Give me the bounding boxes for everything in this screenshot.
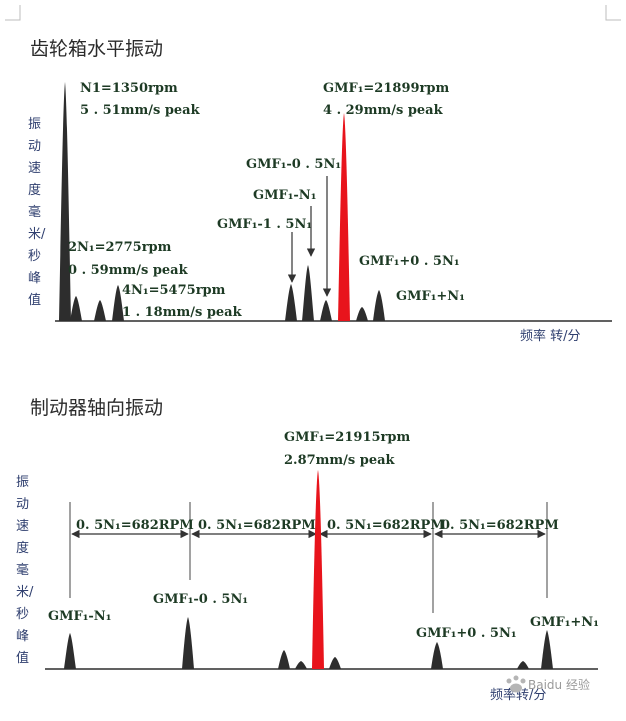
peak-n1 bbox=[59, 82, 71, 321]
peak-gmf bbox=[338, 113, 350, 321]
annotation-gmf-minus-15: GMF₁-1 . 5N₁ bbox=[217, 217, 312, 232]
peak-gmf-plus-1 bbox=[373, 290, 385, 321]
annotation-spacing-3: 0. 5N₁=682RPM bbox=[327, 518, 445, 533]
diagram1-annotations: N1=1350rpm 5 . 51mm/s peak GMF₁=21899rpm… bbox=[68, 81, 465, 320]
peak-small-b bbox=[295, 661, 307, 669]
ylabel-char: 米/ bbox=[28, 227, 46, 242]
ylabel-char: 峰 bbox=[28, 271, 41, 286]
diagram2-reference-lines bbox=[69, 502, 548, 613]
diagram2-annotations: GMF₁=21915rpm 2.87mm/s peak 0. 5N₁=682RP… bbox=[48, 430, 599, 641]
diagram2-title: 制动器轴向振动 bbox=[30, 397, 163, 419]
ylabel-char: 米/ bbox=[16, 585, 34, 600]
peak-gmf bbox=[312, 470, 324, 669]
ylabel-char: 毫 bbox=[16, 562, 29, 578]
peak-2n1 bbox=[70, 296, 82, 321]
baidu-watermark: Baidu 经验 bbox=[506, 675, 590, 693]
ylabel-char: 毫 bbox=[28, 204, 41, 220]
peak-gmf-minus-15 bbox=[285, 284, 297, 321]
annotation-4n1-amplitude: 1 . 18mm/s peak bbox=[122, 305, 243, 320]
ylabel-char: 值 bbox=[28, 292, 41, 308]
peak-gmf-plus-1 bbox=[541, 630, 553, 669]
annotation-spacing-1: 0. 5N₁=682RPM bbox=[76, 518, 194, 533]
peak-small-c bbox=[329, 657, 341, 669]
peak-small-d bbox=[517, 661, 529, 669]
annotation-gmf-minus-1: GMF₁-N₁ bbox=[253, 188, 316, 203]
annotation-gmf-amplitude: 2.87mm/s peak bbox=[284, 453, 396, 468]
diagram2-ylabel: 振 动 速 度 毫 米/ 秒 峰 值 bbox=[16, 475, 34, 666]
annotation-gmf-plus-05: GMF₁+0 . 5N₁ bbox=[416, 626, 517, 641]
annotation-gmf-minus-05: GMF₁-0 . 5N₁ bbox=[153, 592, 248, 607]
annotation-gmf-speed: GMF₁=21899rpm bbox=[323, 81, 449, 96]
annotation-gmf-minus-1: GMF₁-N₁ bbox=[48, 609, 111, 624]
diagram1-xlabel: 频率 转/分 bbox=[520, 328, 581, 344]
diagram2-peaks bbox=[64, 470, 553, 669]
ylabel-char: 度 bbox=[28, 182, 41, 198]
ylabel-char: 振 bbox=[16, 475, 29, 490]
ylabel-char: 秒 bbox=[16, 607, 29, 622]
annotation-spacing-4: 0. 5N₁=682RPM bbox=[441, 518, 559, 533]
ylabel-char: 秒 bbox=[28, 249, 41, 264]
diagram2-xlabel: 频率转/分 bbox=[490, 687, 546, 703]
annotation-4n1-speed: 4N₁=5475rpm bbox=[122, 283, 226, 298]
ylabel-char: 振 bbox=[28, 117, 41, 132]
peak-gmf-plus-05 bbox=[431, 642, 443, 669]
peak-gmf-plus-05 bbox=[356, 307, 368, 321]
watermark-text: Baidu 经验 bbox=[528, 677, 590, 692]
peak-4n1 bbox=[112, 285, 124, 321]
ylabel-char: 峰 bbox=[16, 629, 29, 644]
annotation-gmf-plus-1: GMF₁+N₁ bbox=[396, 289, 465, 304]
annotation-spacing-2: 0. 5N₁=682RPM bbox=[198, 518, 316, 533]
paw-icon bbox=[506, 675, 526, 693]
diagram-brake-axial: 制动器轴向振动 振 动 速 度 毫 米/ 秒 峰 值 频率转/分 bbox=[16, 397, 599, 703]
diagram1-ylabel: 振 动 速 度 毫 米/ 秒 峰 值 bbox=[28, 117, 46, 308]
peak-gmf-minus-05 bbox=[320, 300, 332, 321]
ylabel-char: 动 bbox=[16, 497, 29, 512]
annotation-gmf-plus-05: GMF₁+0 . 5N₁ bbox=[359, 254, 460, 269]
peak-gmf-minus-05 bbox=[182, 617, 194, 669]
annotation-gmf-speed: GMF₁=21915rpm bbox=[284, 430, 410, 445]
ylabel-char: 动 bbox=[28, 139, 41, 154]
peak-gmf-minus-1 bbox=[302, 265, 314, 321]
annotation-n1-speed: N1=1350rpm bbox=[80, 81, 178, 96]
ylabel-char: 速 bbox=[28, 161, 41, 176]
ylabel-char: 度 bbox=[16, 540, 29, 556]
peak-gmf-minus-1 bbox=[64, 633, 76, 669]
peak-small-a bbox=[278, 650, 290, 669]
diagram-gearbox-horizontal: 齿轮箱水平振动 振 动 速 度 毫 米/ 秒 峰 值 频率 转/分 bbox=[28, 38, 612, 344]
page-corner-marks bbox=[5, 5, 621, 21]
ylabel-char: 值 bbox=[16, 650, 29, 666]
annotation-n1-amplitude: 5 . 51mm/s peak bbox=[80, 103, 201, 118]
ylabel-char: 速 bbox=[16, 519, 29, 534]
peak-small bbox=[94, 300, 106, 321]
diagram1-peaks bbox=[59, 82, 385, 321]
annotation-gmf-plus-1: GMF₁+N₁ bbox=[530, 615, 599, 630]
annotation-2n1-speed: 2N₁=2775rpm bbox=[68, 240, 172, 255]
annotation-gmf-minus-05: GMF₁-0 . 5N₁ bbox=[246, 157, 341, 172]
annotation-gmf-amplitude: 4 . 29mm/s peak bbox=[323, 103, 444, 118]
diagram1-title: 齿轮箱水平振动 bbox=[30, 38, 163, 60]
annotation-2n1-amplitude: 0 . 59mm/s peak bbox=[68, 263, 189, 278]
diagram1-arrows bbox=[287, 176, 332, 297]
